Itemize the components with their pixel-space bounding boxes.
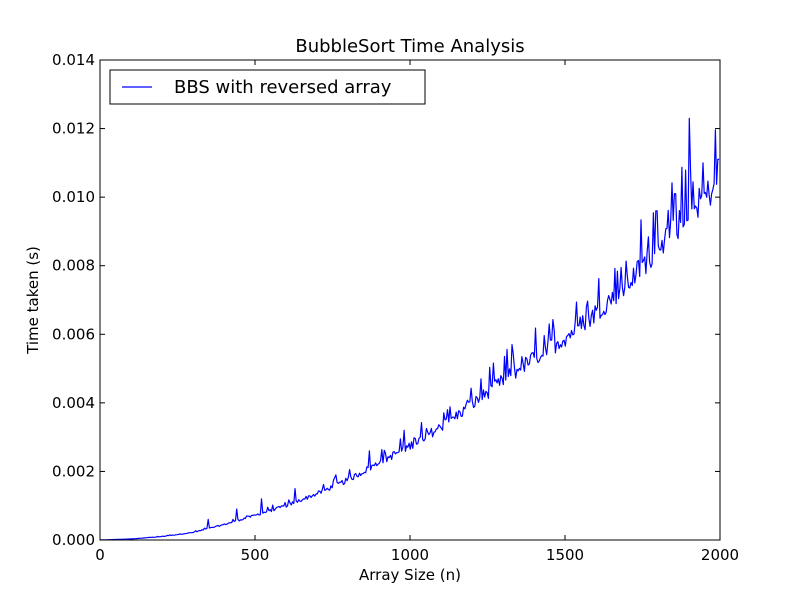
y-tick-label: 0.012: [52, 120, 95, 138]
legend-entry-label: BBS with reversed array: [174, 77, 392, 98]
legend-box: [109, 69, 426, 105]
x-tick-label: 1500: [546, 546, 584, 564]
series-layer: [100, 117, 720, 541]
y-axis-ticks: 0.000 0.002 0.004 0.006 0.008 0.010 0.012 0.014: [52, 51, 720, 549]
x-axis-label: Array Size (n): [359, 566, 461, 584]
plot-area: 0 500 1000 1500 2000 0.0000.0020.0040.0060.0…: [52, 51, 739, 564]
y-tick-label: 0.006: [52, 325, 95, 343]
y-tick-label: 0.002: [52, 462, 95, 480]
y-tick-label: 0.008: [52, 257, 95, 275]
y-tick-label: 0.010: [52, 188, 95, 206]
y-axis-label: Time taken (s): [24, 246, 42, 355]
y-tick-label: 0.000: [52, 531, 95, 549]
x-tick-label: 500: [241, 546, 270, 564]
y-tick-label: 0.014: [52, 51, 95, 69]
y-tick-label: 0.004: [52, 394, 95, 412]
legend: BBS with reversed array: [109, 69, 426, 105]
plot-background: [100, 60, 720, 540]
x-axis-ticks: 0 500 1000 1500 2000: [95, 60, 739, 564]
x-tick-label: 2000: [701, 546, 739, 564]
x-tick-label: 0: [95, 546, 105, 564]
x-tick-label: 1000: [391, 546, 429, 564]
series-line-bbs-reversed: [100, 117, 720, 541]
chart-title: BubbleSort Time Analysis: [295, 36, 524, 57]
